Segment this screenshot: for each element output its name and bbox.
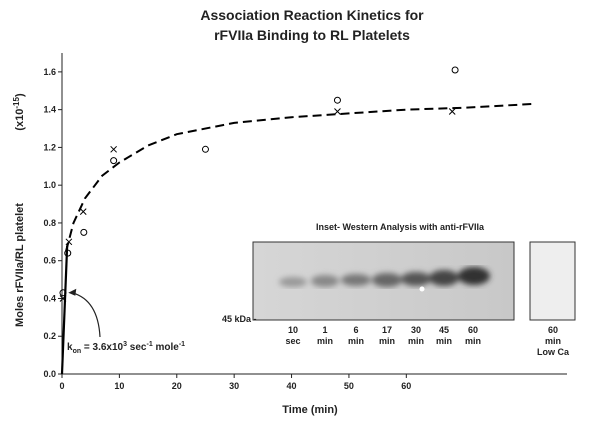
- unit-part: ): [14, 93, 26, 97]
- circle-point: [110, 157, 118, 165]
- band: [458, 267, 490, 285]
- unit-exponent: -15: [12, 96, 21, 108]
- lane-label: 1: [322, 325, 327, 335]
- y-tick-label: 0.4: [43, 293, 56, 303]
- band: [401, 272, 431, 286]
- y-tick-label: 0.2: [43, 331, 56, 341]
- band: [341, 274, 371, 286]
- lane-label: min: [545, 336, 561, 346]
- x-point: [110, 145, 118, 153]
- chart-title: rFVIIa Binding to RL Platelets: [214, 27, 410, 43]
- x-tick-label: 60: [401, 381, 411, 391]
- circle-point: [451, 66, 459, 74]
- x-tick-label: 20: [172, 381, 182, 391]
- annotation-part: sec: [127, 342, 147, 353]
- arrow-head: [68, 288, 77, 296]
- annotation-part: = 3.6x10: [81, 342, 123, 353]
- annotation-part: -1: [179, 341, 185, 348]
- blot: [252, 241, 576, 321]
- band: [372, 273, 402, 287]
- blot-spot: [419, 286, 425, 292]
- band: [279, 277, 307, 287]
- annotation-part: k: [67, 342, 73, 353]
- solid-line: [60, 245, 69, 375]
- lane-label: min: [465, 336, 481, 346]
- lane-label: min: [379, 336, 395, 346]
- x-point: [79, 208, 87, 215]
- unit-part: (x10: [14, 109, 26, 131]
- lane-label: Low Ca: [537, 347, 570, 357]
- lane-label: min: [436, 336, 452, 346]
- annotation-part: on: [73, 348, 82, 355]
- annotation-part: -1: [146, 341, 152, 348]
- x-tick-label: 40: [287, 381, 297, 391]
- x-axis-label: Time (min): [282, 404, 338, 416]
- control-frame: [529, 241, 576, 321]
- lane-label: 60: [468, 325, 478, 335]
- lane-label: min: [408, 336, 424, 346]
- annotation-part: mole: [153, 342, 180, 353]
- circle-point: [201, 145, 209, 153]
- x-tick-label: 30: [229, 381, 239, 391]
- y-axis-label: Moles rFVIIa/RL platelet: [14, 203, 26, 327]
- y-tick-label: 1.0: [43, 180, 56, 190]
- x-point: [448, 108, 456, 115]
- x-tick-label: 10: [114, 381, 124, 391]
- x-point: [65, 238, 73, 246]
- lane-label: min: [348, 336, 364, 346]
- x-tick-label: 50: [344, 381, 354, 391]
- lane-label: 30: [411, 325, 421, 335]
- dashed-line: [65, 102, 533, 252]
- lane-label: min: [317, 336, 333, 346]
- x-tick-label: 0: [59, 381, 64, 391]
- chart-title: Association Reaction Kinetics for: [200, 7, 424, 23]
- bands: [279, 267, 490, 287]
- lane-label: 6: [353, 325, 358, 335]
- lane-label: 10: [288, 325, 298, 335]
- circle-point: [80, 228, 88, 236]
- y-tick-label: 1.6: [43, 67, 56, 77]
- band: [429, 270, 459, 286]
- lane-label: 17: [382, 325, 392, 335]
- y-tick-label: 0.0: [43, 369, 56, 379]
- annotation-part: 3: [123, 341, 127, 348]
- annotation-arrow: [72, 292, 101, 338]
- lane-label: 60: [548, 325, 558, 335]
- lane-label: 45: [439, 325, 449, 335]
- inset-title: Inset- Western Analysis with anti-rFVIIa: [316, 222, 485, 232]
- y-tick-label: 1.4: [43, 105, 56, 115]
- circle-point: [333, 96, 341, 104]
- lane-label: sec: [285, 336, 300, 346]
- y-tick-label: 0.6: [43, 256, 56, 266]
- y-tick-label: 0.8: [43, 218, 56, 228]
- y-axis-unit: (x10-15): [12, 93, 26, 131]
- y-tick-label: 1.2: [43, 142, 56, 152]
- band: [311, 275, 339, 287]
- annotation: kon = 3.6x103 sec-1 mole-1: [67, 341, 185, 355]
- marker-label: 45 kDa -: [222, 314, 257, 324]
